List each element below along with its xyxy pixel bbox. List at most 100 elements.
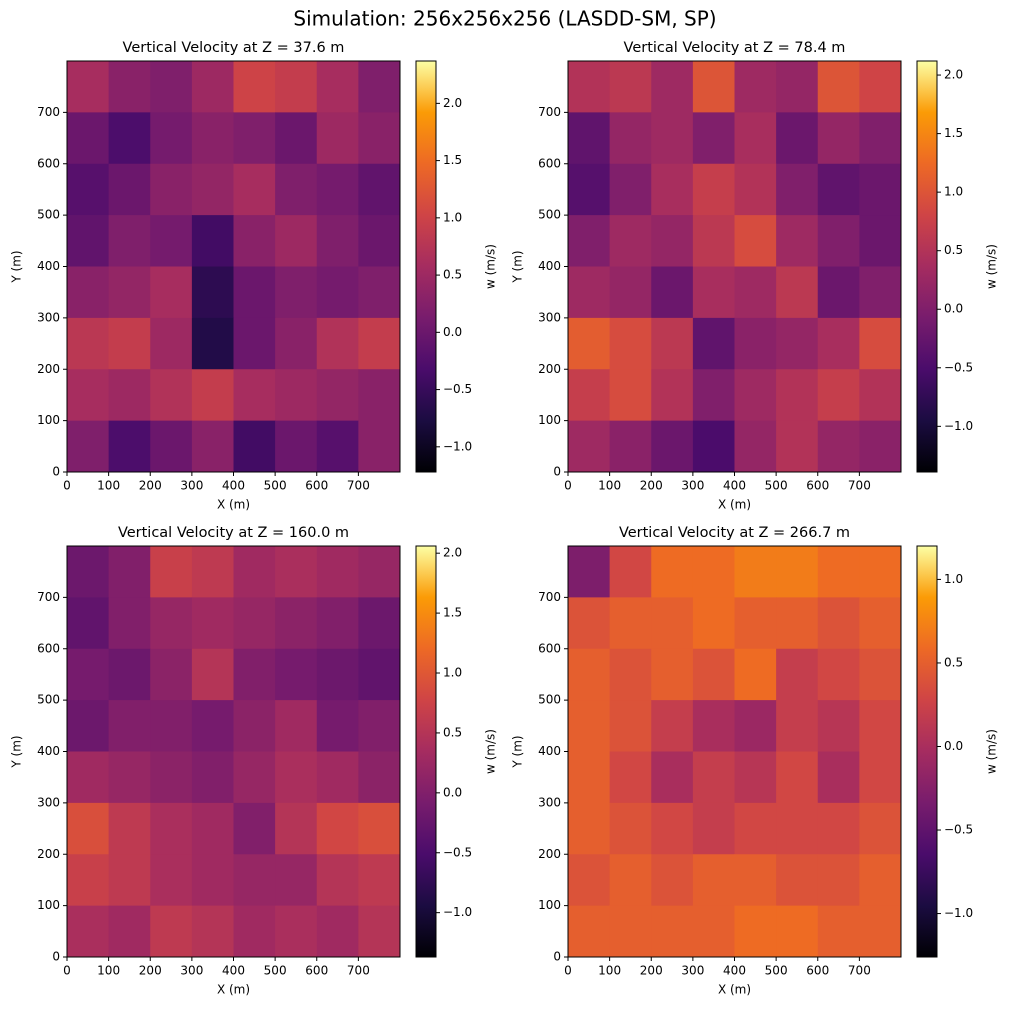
heatmap-cell: [734, 597, 777, 650]
heatmap-cell: [316, 420, 359, 473]
heatmap-cell: [108, 546, 151, 598]
heatmap-cell: [275, 369, 318, 422]
heatmap-cell: [358, 266, 401, 319]
colorbar-tick-label: 1.5: [944, 126, 963, 140]
heatmap-cell: [316, 905, 359, 958]
heatmap-cell: [233, 266, 276, 319]
heatmap-cell: [609, 751, 652, 804]
y-tick-label: 0: [52, 950, 60, 964]
heatmap-cell: [734, 112, 777, 165]
heatmap-cell: [651, 700, 694, 752]
heatmap-cell: [776, 905, 819, 958]
colorbar-tick-label: 0.5: [443, 725, 462, 739]
heatmap-cell: [859, 546, 902, 598]
heatmap-cell: [568, 751, 611, 804]
heatmap-cell: [316, 854, 359, 907]
y-tick-label: 600: [37, 156, 60, 170]
heatmap-cell: [776, 215, 819, 267]
heatmap-cell: [233, 802, 276, 855]
heatmap-cell: [191, 266, 234, 319]
x-tick-label: 300: [681, 479, 704, 493]
colorbar-label: w (m/s): [985, 244, 999, 289]
heatmap-cell: [108, 751, 151, 804]
heatmap-cell: [233, 369, 276, 422]
heatmap-cell: [108, 61, 151, 113]
x-axis-label: X (m): [217, 498, 250, 512]
heatmap-cell: [191, 648, 234, 701]
y-tick-label: 100: [37, 898, 60, 912]
heatmap-cell: [776, 61, 819, 113]
heatmap-cell: [150, 854, 193, 907]
heatmap-cell: [609, 61, 652, 113]
colorbar-tick-label: 0.0: [443, 325, 462, 339]
heatmap-cell: [568, 420, 611, 473]
heatmap-cell: [817, 112, 860, 165]
x-axis-label: X (m): [718, 983, 751, 997]
heatmap-cell: [67, 112, 110, 165]
axes-title: Vertical Velocity at Z = 78.4 m: [624, 40, 846, 56]
y-tick-label: 500: [37, 208, 60, 222]
x-tick-label: 0: [564, 964, 572, 978]
heatmap-cell: [358, 751, 401, 804]
x-tick-label: 0: [63, 964, 71, 978]
x-tick-label: 700: [347, 964, 370, 978]
heatmap-cell: [275, 648, 318, 701]
heatmap-cell: [859, 112, 902, 165]
heatmap-cell: [275, 700, 318, 752]
heatmap-cell: [734, 215, 777, 267]
heatmap-cell: [316, 546, 359, 598]
heatmap-cell: [233, 648, 276, 701]
x-tick-label: 0: [63, 479, 71, 493]
colorbar-tick-label: −1.0: [944, 419, 973, 433]
heatmap-cell: [734, 854, 777, 907]
heatmap-cell: [651, 266, 694, 319]
colorbar-tick-label: 0.0: [944, 302, 963, 316]
heatmap-cell: [817, 215, 860, 267]
heatmap-cell: [108, 905, 151, 958]
x-axis-label: X (m): [217, 983, 250, 997]
heatmap-cell: [150, 802, 193, 855]
y-axis-label: Y (m): [10, 250, 24, 283]
y-tick-label: 500: [538, 208, 561, 222]
heatmap-cell: [275, 61, 318, 113]
y-tick-label: 100: [37, 413, 60, 427]
heatmap-cell: [150, 905, 193, 958]
x-tick-label: 700: [347, 479, 370, 493]
heatmap-cell: [859, 266, 902, 319]
heatmap-cell: [191, 420, 234, 473]
heatmap-cell: [67, 266, 110, 319]
heatmap-cell: [817, 751, 860, 804]
heatmap-cell: [67, 854, 110, 907]
heatmap-cell: [275, 546, 318, 598]
x-tick-label: 400: [723, 479, 746, 493]
heatmap-cell: [776, 700, 819, 752]
heatmap-cell: [734, 802, 777, 855]
heatmap-cell: [150, 317, 193, 370]
heatmap-cell: [776, 420, 819, 473]
y-tick-label: 100: [538, 898, 561, 912]
heatmap-cell: [734, 369, 777, 422]
x-tick-label: 100: [97, 964, 120, 978]
y-tick-label: 600: [37, 641, 60, 655]
heatmap-cell: [692, 546, 735, 598]
x-tick-label: 400: [222, 964, 245, 978]
heatmap-cell: [609, 802, 652, 855]
heatmap-cell: [233, 854, 276, 907]
heatmap-cell: [609, 369, 652, 422]
colorbar-label: w (m/s): [484, 244, 498, 289]
heatmap-cell: [651, 163, 694, 216]
heatmap-cell: [191, 163, 234, 216]
heatmap-cell: [233, 905, 276, 958]
y-tick-label: 400: [538, 744, 561, 758]
heatmap-cell: [651, 112, 694, 165]
heatmap-cell: [568, 266, 611, 319]
heatmap-cell: [651, 546, 694, 598]
heatmap-cell: [568, 648, 611, 701]
heatmap-cell: [67, 61, 110, 113]
heatmap-cell: [651, 369, 694, 422]
x-tick-label: 300: [180, 964, 203, 978]
heatmap-cell: [67, 546, 110, 598]
y-tick-label: 400: [538, 259, 561, 273]
heatmap-cell: [776, 112, 819, 165]
heatmap-cell: [692, 751, 735, 804]
